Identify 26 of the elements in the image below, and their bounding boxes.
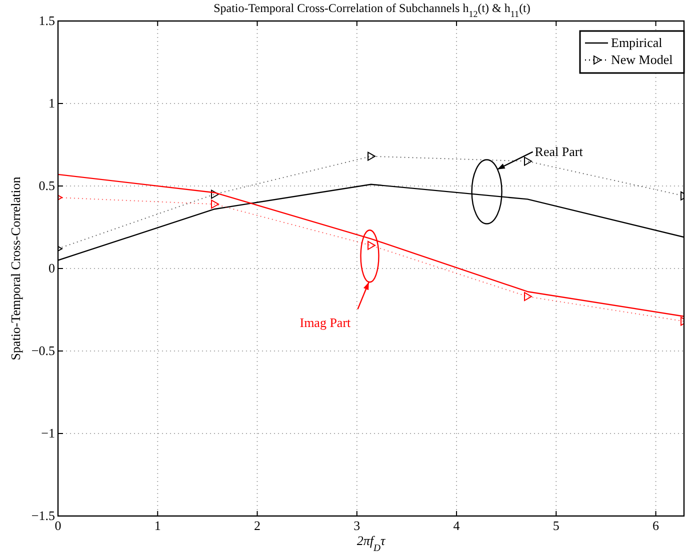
point [211,190,219,199]
x-tick-label: 1 [154,518,161,533]
x-tick-label: 3 [354,518,360,533]
y-tick-label: −1.5 [31,508,55,523]
point [211,200,219,209]
legend-label: Empirical [611,35,663,50]
y-tick-label: −0.5 [31,343,55,358]
y-axis-title: Spatio-Temporal Cross-Correlation [8,176,23,360]
y-tick-label: 0 [48,260,55,276]
y-tick-label: 0.5 [38,178,55,193]
x-tick-label: 5 [552,518,560,533]
legend-label: New Model [611,52,674,67]
annotation: Imag Part [300,315,352,330]
point [368,152,376,161]
x-tick-label: 2 [254,518,261,533]
x-axis-title: 2πf$_{D}$τ [356,533,387,554]
point [524,292,532,302]
chart-title: Spatio-Temporal Cross-Correlation of Subchannels h$_{12}$(t) & h$_{11}$(t) [214,1,530,19]
annotation: Real Part [534,144,584,159]
x-tick-label: 6 [652,518,660,533]
y-tick-label: 1.5 [38,13,55,28]
x-tick-label: 4 [453,518,460,533]
y-tick-label: 1 [48,96,55,110]
y-tick-label: −1 [41,426,55,440]
point [524,156,532,166]
point [368,240,376,250]
